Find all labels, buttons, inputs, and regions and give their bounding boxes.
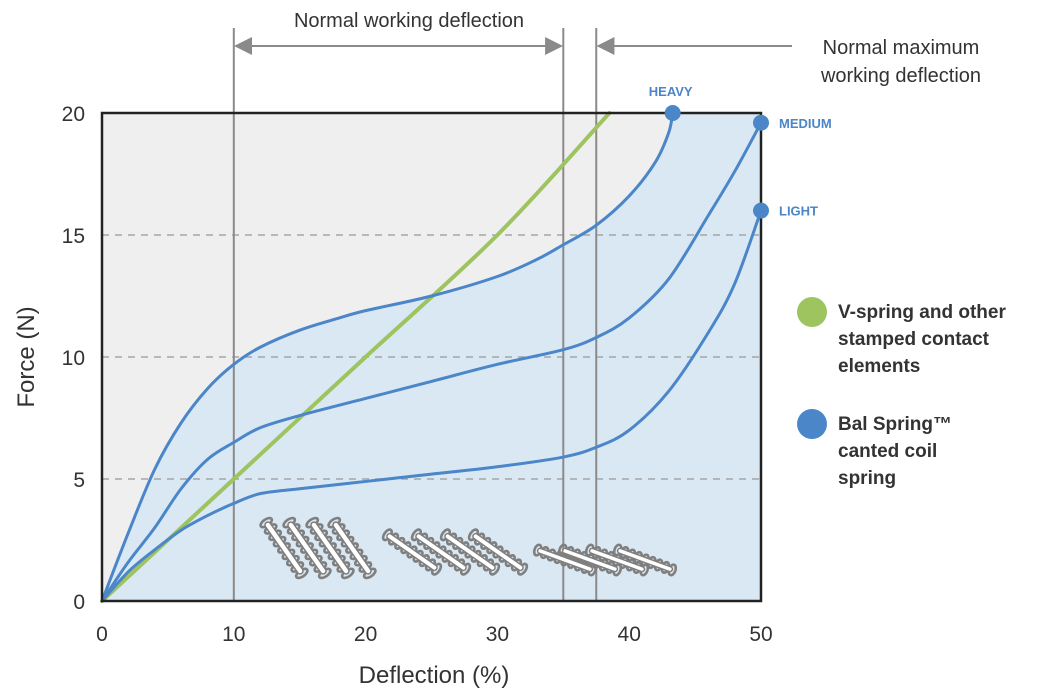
x-tick-20: 20 [354, 623, 377, 646]
coil-steep-3 [305, 516, 355, 580]
series-line-medium [100, 121, 763, 603]
legend-label-2-line-2: canted coil [838, 441, 937, 462]
end-dot-medium [753, 114, 769, 131]
coil-illustrations [259, 516, 678, 580]
y-axis-title: Force (N) [13, 306, 40, 407]
legend-label-2-line-3: spring [838, 468, 896, 489]
x-tick-0: 0 [96, 623, 108, 646]
normal-working-label: Normal working deflection [294, 10, 524, 32]
coil-flat-2 [557, 543, 623, 577]
legend-label-1-line-2: stamped contact [838, 329, 990, 350]
gridlines [102, 234, 761, 480]
series-line-v-spring [100, 111, 612, 603]
curve-label-medium: MEDIUM [779, 116, 832, 131]
legend: V-spring and other stamped contact element… [797, 297, 1006, 489]
legend-swatch-1 [797, 297, 827, 327]
working-label-bg [256, 4, 556, 36]
x-tick-30: 30 [486, 623, 509, 646]
x-axis-title: Deflection (%) [359, 662, 510, 689]
end-dot-heavy [664, 105, 681, 121]
y-tick-0: 0 [73, 591, 85, 614]
series-lines [100, 111, 763, 603]
coil-medium-2 [410, 528, 472, 576]
coil-steep-1 [259, 516, 309, 580]
y-tick-10: 10 [62, 347, 85, 370]
curve-label-heavy: HEAVY [649, 84, 693, 99]
coil-steep-4 [327, 516, 377, 580]
legend-swatch-2 [797, 409, 827, 439]
legend-label-1-line-3: elements [838, 356, 920, 377]
legend-label-2-line-1: Bal Spring™ [838, 414, 952, 435]
normal-maximum-label-2: working deflection [820, 65, 981, 87]
coil-flat-4 [612, 543, 678, 577]
curve-label-light: LIGHT [779, 204, 818, 219]
y-tick-15: 15 [62, 225, 85, 248]
x-tick-40: 40 [618, 623, 641, 646]
coil-steep-2 [282, 516, 332, 580]
normal-maximum-label-1: Normal maximum [823, 37, 980, 59]
legend-label-1-line-1: V-spring and other [838, 302, 1006, 323]
x-tick-50: 50 [749, 623, 772, 646]
deflection-markers [232, 28, 598, 601]
end-dot-light [753, 202, 769, 219]
x-tick-10: 10 [222, 623, 245, 646]
y-tick-20: 20 [62, 103, 85, 126]
series-line-heavy [100, 111, 675, 603]
coil-medium-1 [381, 528, 443, 576]
tick-labels: 0 10 20 30 40 50 0 5 10 15 20 [62, 103, 773, 646]
coil-medium-4 [467, 528, 529, 576]
y-tick-5: 5 [73, 469, 85, 492]
series-line-light [100, 209, 763, 603]
coil-medium-3 [439, 528, 501, 576]
curve-end-markers: HEAVY MEDIUM LIGHT [649, 84, 832, 219]
deflection-annotations: Normal working deflection Normal maximum… [234, 4, 981, 87]
plot-frame [100, 111, 763, 603]
